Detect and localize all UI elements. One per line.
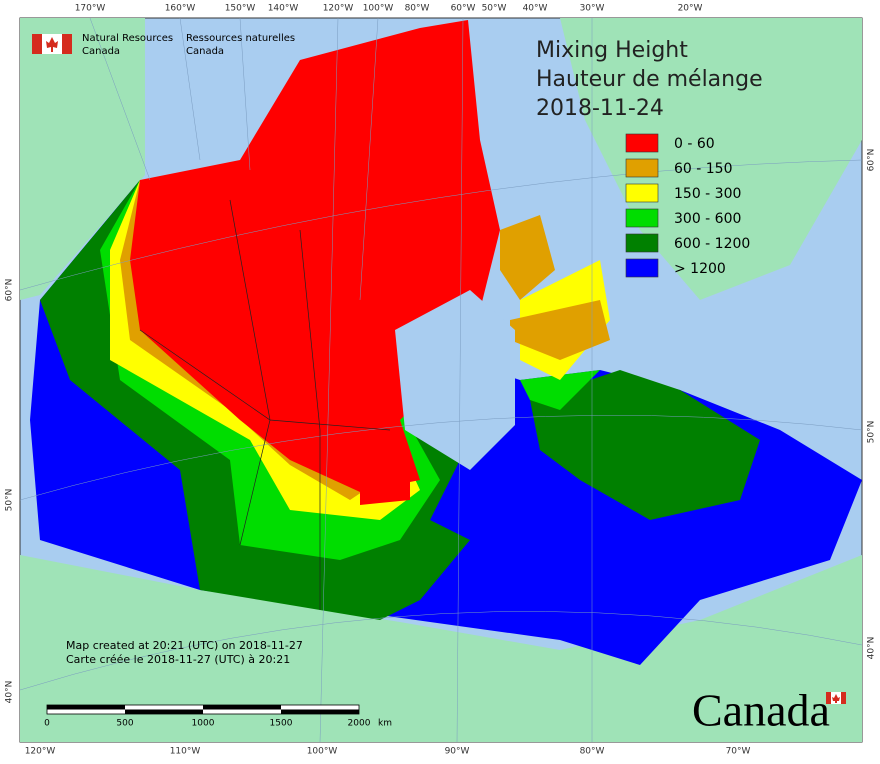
scale-label: 0 xyxy=(44,719,50,729)
hudson-bay xyxy=(395,290,515,470)
org-name: Ressources naturelles xyxy=(186,33,295,44)
graticule-label: 50°W xyxy=(482,4,507,14)
scale-bar xyxy=(46,704,360,715)
zone xyxy=(360,460,410,505)
usa xyxy=(20,555,862,742)
org-name: Canada xyxy=(82,46,120,57)
greenland xyxy=(560,18,862,300)
graticule-label: 60°N xyxy=(867,149,877,172)
graticule-label: 100°W xyxy=(307,747,338,757)
graticule-label: 100°W xyxy=(363,4,394,14)
alaska xyxy=(20,18,145,300)
zone xyxy=(500,215,555,300)
legend-swatch xyxy=(625,233,659,253)
wordmark-flag xyxy=(826,692,846,704)
legend-label: 150 - 300 xyxy=(674,186,741,202)
wordmark: Canada xyxy=(692,685,830,736)
legend-swatch xyxy=(625,133,659,153)
flag xyxy=(32,34,72,54)
legend-swatch xyxy=(625,258,659,278)
graticule-label: 80°W xyxy=(405,4,430,14)
graticule-label: 60°W xyxy=(451,4,476,14)
org-name: Canada xyxy=(186,46,224,57)
graticule-label: 40°W xyxy=(523,4,548,14)
legend-label: > 1200 xyxy=(674,261,726,277)
legend-swatch xyxy=(625,183,659,203)
graticule-label: 20°W xyxy=(678,4,703,14)
footnote: Map created at 20:21 (UTC) on 2018-11-27 xyxy=(66,639,303,652)
legend-label: 60 - 150 xyxy=(674,161,733,177)
legend-label: 600 - 1200 xyxy=(674,236,750,252)
zone xyxy=(530,370,760,520)
graticule-label: 150°W xyxy=(225,4,256,14)
graticule-label: 90°W xyxy=(445,747,470,757)
scale-label: 1500 xyxy=(270,719,293,729)
org-name: Natural Resources xyxy=(82,33,173,44)
title: 2018-11-24 xyxy=(536,96,664,121)
graticule-label: 70°W xyxy=(726,747,751,757)
graticule xyxy=(19,17,863,743)
legend: 0 - 60 60 - 150 150 - 300 300 - 600 600 - 12… xyxy=(625,133,750,278)
province-border xyxy=(139,199,391,610)
zone xyxy=(520,370,600,410)
graticule-label: 110°W xyxy=(170,747,201,757)
graticule-label: 60°N xyxy=(5,279,15,302)
scale-label: 1000 xyxy=(192,719,215,729)
graticule-label: 120°W xyxy=(323,4,354,14)
footnote: Carte créée le 2018-11-27 (UTC) à 20:21 xyxy=(66,653,290,666)
title: Mixing Height xyxy=(536,38,688,63)
scale-label: 500 xyxy=(116,719,133,729)
zone xyxy=(510,300,610,360)
scale-label: 2000 xyxy=(348,719,371,729)
graticule-label: 80°W xyxy=(580,747,605,757)
legend-swatch xyxy=(625,158,659,178)
graticule-label: 30°W xyxy=(580,4,605,14)
graticule-label: 40°N xyxy=(867,637,877,660)
graticule-label: 40°N xyxy=(5,681,15,704)
legend-label: 300 - 600 xyxy=(674,211,741,227)
graticule-label: 50°N xyxy=(5,489,15,512)
scale-unit: km xyxy=(378,719,392,729)
graticule-label: 170°W xyxy=(75,4,106,14)
legend-swatch xyxy=(625,208,659,228)
graticule-label: 160°W xyxy=(165,4,196,14)
graticule-label: 120°W xyxy=(25,747,56,757)
graticule-label: 50°N xyxy=(867,421,877,444)
graticule-label: 140°W xyxy=(268,4,299,14)
legend-label: 0 - 60 xyxy=(674,136,715,152)
title: Hauteur de mélange xyxy=(536,67,763,92)
